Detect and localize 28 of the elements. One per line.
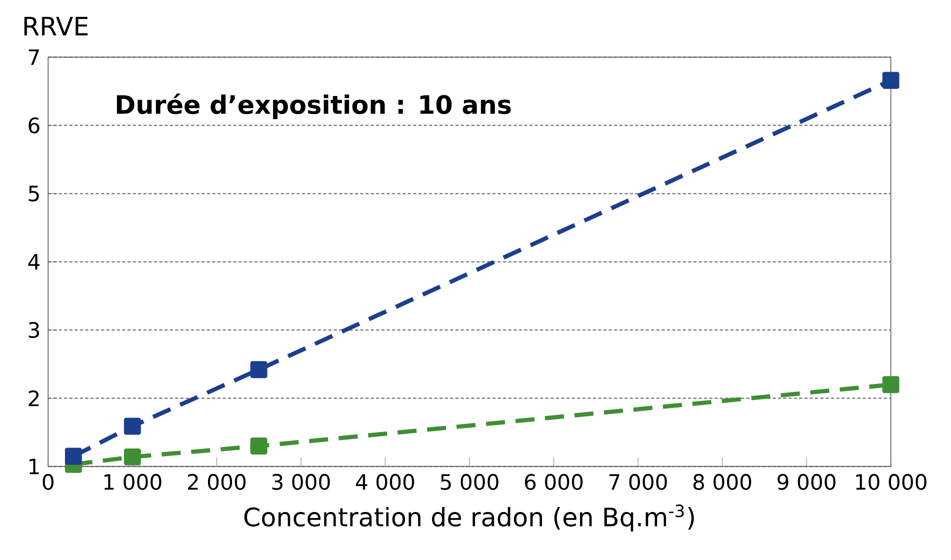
x-tick-label: 0 [42, 474, 54, 490]
point [64, 448, 82, 465]
point [124, 418, 141, 435]
x-tick-label: 8 000 [693, 474, 752, 490]
y-tick-label: 2 [28, 390, 39, 406]
annotation: Durée d’exposition : 10 ans [116, 94, 511, 120]
point [882, 72, 900, 89]
y-tick-label: 6 [28, 117, 40, 134]
x-tick-label: 6 000 [524, 474, 583, 490]
y-tick-label: 1 [30, 458, 39, 474]
x-tick-label: 2 000 [188, 474, 246, 490]
y-tick-label: 4 [28, 254, 40, 270]
x-tick-label: 1 000 [104, 474, 162, 490]
x-tick-label: 3 000 [272, 474, 330, 490]
x-axis-title: Concentration de radon (en Bq.m$^{-3}$) [244, 504, 694, 532]
x-tick-label: 4 000 [356, 474, 414, 490]
y-tick-label: 3 [28, 322, 39, 338]
point [124, 448, 141, 466]
point [250, 438, 268, 455]
x-tick-label: 7 000 [609, 474, 667, 490]
y-tick-label: 7 [28, 50, 39, 65]
y-axis-title: RRVE [24, 16, 88, 36]
point [250, 361, 268, 378]
point [882, 376, 900, 394]
y-tick-label: 5 [28, 186, 39, 202]
x-tick-label: 5 000 [440, 474, 498, 490]
x-tick-label: 9 000 [778, 474, 836, 490]
x-tick-label: 10 000 [856, 474, 926, 490]
